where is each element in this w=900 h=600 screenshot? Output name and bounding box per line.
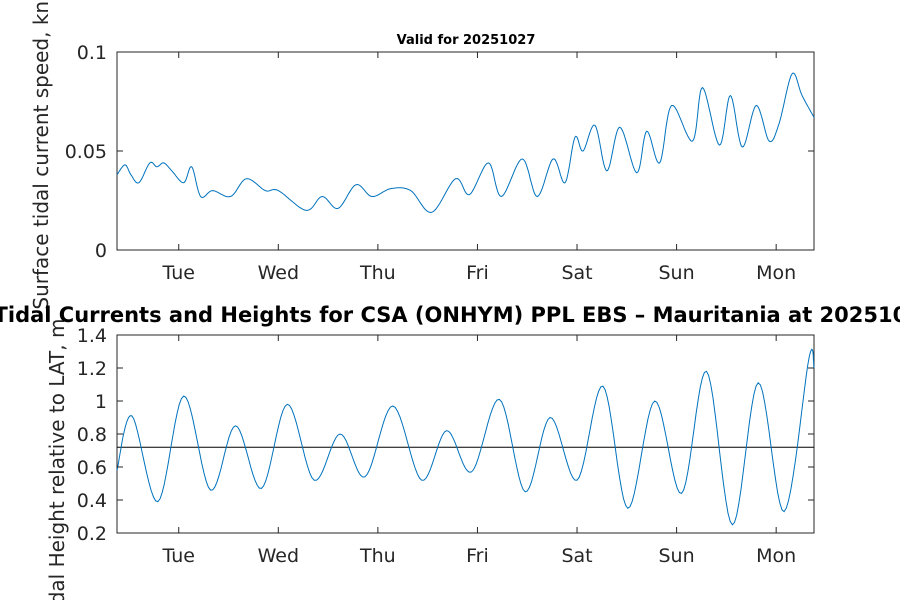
current-speed-x-tick-label: Fri (466, 262, 489, 284)
current-speed-y-tick-label: 0.05 (65, 141, 107, 163)
tidal-height-y-ticks: 0.2 0.4 0.6 0.8 1 1.2 1.4 (77, 325, 814, 545)
current-speed-x-tick-label: Thu (359, 262, 396, 284)
tidal-height-x-tick-label: Thu (359, 545, 396, 567)
tidal-height-x-ticks: Tue Wed Thu Fri Sat Sun Mon (162, 335, 796, 567)
tidal-height-plot-area (116, 334, 815, 534)
current-speed-y-tick-label: 0.1 (77, 42, 107, 64)
current-speed-x-ticks: Tue Wed Thu Fri Sat Sun Mon (162, 52, 796, 284)
tidal-height-x-tick-label: Sun (659, 545, 695, 567)
current-speed-y-tick-label: 0 (95, 240, 107, 262)
tidal-height-series-line (116, 348, 815, 526)
tidal-height-y-tick-label: 0.4 (77, 490, 107, 512)
tidal-height-y-tick-label: 1.4 (77, 325, 107, 347)
tidal-height-y-tick-label: 1.2 (77, 358, 107, 380)
current-speed-x-tick-label: Sun (659, 262, 695, 284)
tidal-height-y-tick-label: 0.6 (77, 457, 107, 479)
tidal-height-y-axis-label: Tidal Height relative to LAT, m (45, 319, 69, 600)
current-speed-y-ticks: 0 0.05 0.1 (65, 42, 814, 262)
tidal-height-chart: 0.2 0.4 0.6 0.8 1 1.2 1.4 Tue Wed Thu Fri Sat Sun Mo… (45, 319, 815, 600)
current-speed-title: Valid for 20251027 (397, 33, 536, 48)
tidal-height-x-tick-label: Tue (162, 545, 195, 567)
current-speed-x-tick-label: Tue (162, 262, 195, 284)
current-speed-chart: Valid for 20251027 Surface tidal current… (29, 0, 815, 310)
current-speed-x-tick-label: Mon (756, 262, 796, 284)
figure-main-title: Tidal Currents and Heights for CSA (ONHY… (0, 303, 900, 327)
tidal-height-x-tick-label: Wed (258, 545, 299, 567)
tidal-height-x-tick-label: Sat (561, 545, 592, 567)
current-speed-series-line (116, 72, 815, 213)
current-speed-y-axis-label: Surface tidal current speed, knots (29, 0, 53, 310)
current-speed-plot-area (116, 51, 815, 251)
current-speed-x-tick-label: Sat (561, 262, 592, 284)
tidal-height-y-tick-label: 0.2 (77, 523, 107, 545)
tidal-height-x-tick-label: Mon (756, 545, 796, 567)
current-speed-x-tick-label: Wed (258, 262, 299, 284)
tidal-height-y-tick-label: 0.8 (77, 424, 107, 446)
tidal-height-x-tick-label: Fri (466, 545, 489, 567)
tidal-height-y-tick-label: 1 (95, 391, 107, 413)
